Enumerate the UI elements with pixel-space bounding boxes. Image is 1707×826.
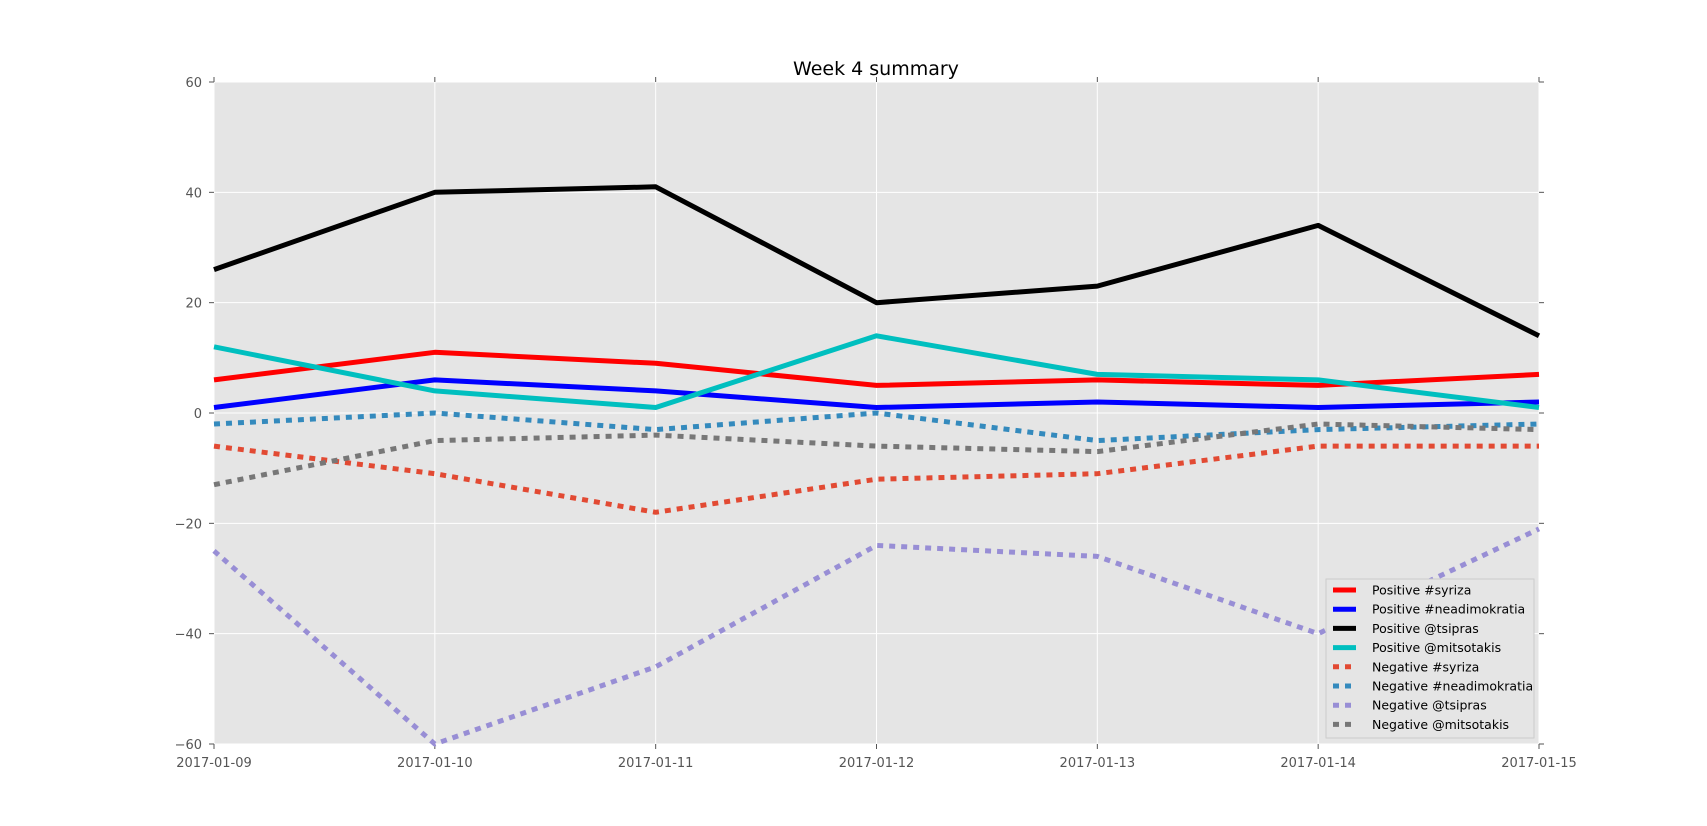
x-tick-label: 2017-01-12 bbox=[839, 756, 915, 771]
series-line-7 bbox=[212, 526, 1541, 747]
y-tick-label: 40 bbox=[185, 186, 202, 201]
x-tick-label: 2017-01-09 bbox=[176, 756, 252, 771]
legend: Positive #syriza Positive #neadimokratia P… bbox=[1325, 578, 1535, 739]
legend-label-8: Negative @mitsotakis bbox=[1372, 717, 1509, 732]
series-line-1 bbox=[213, 349, 1540, 388]
x-tick-label: 2017-01-11 bbox=[618, 756, 694, 771]
y-tick-label: 60 bbox=[185, 76, 202, 91]
series-line-4 bbox=[213, 333, 1540, 410]
y-tick-label: 0 bbox=[194, 407, 202, 422]
series-lines bbox=[212, 184, 1541, 747]
x-tick-label: 2017-01-10 bbox=[397, 756, 473, 771]
y-tick-label: 20 bbox=[185, 297, 202, 312]
x-tick-label: 2017-01-13 bbox=[1060, 756, 1136, 771]
x-tick-label: 2017-01-14 bbox=[1280, 756, 1356, 771]
y-tick-label: −60 bbox=[175, 738, 202, 753]
x-tick-label: 2017-01-15 bbox=[1501, 756, 1577, 771]
legend-label-1: Positive #syriza bbox=[1372, 583, 1471, 598]
legend-label-4: Positive @mitsotakis bbox=[1372, 640, 1501, 655]
series-line-3 bbox=[213, 184, 1541, 339]
legend-label-7: Negative @tsipras bbox=[1372, 698, 1487, 713]
legend-label-2: Positive #neadimokratia bbox=[1372, 602, 1525, 617]
series-line-6 bbox=[213, 410, 1540, 444]
legend-label-6: Negative #neadimokratia bbox=[1372, 679, 1533, 694]
y-tick-label: −20 bbox=[175, 517, 202, 532]
series-line-2 bbox=[213, 377, 1540, 410]
legend-box bbox=[1325, 578, 1535, 739]
y-tick-label: −40 bbox=[175, 628, 202, 643]
legend-label-5: Negative #syriza bbox=[1372, 659, 1479, 674]
chart-title: Week 4 summary bbox=[793, 58, 959, 80]
tick-labels: 2017-01-09 2017-01-10 2017-01-11 2017-01-12… bbox=[175, 76, 1577, 771]
legend-label-3: Positive @tsipras bbox=[1372, 621, 1479, 636]
axis-ticks bbox=[209, 77, 1544, 749]
